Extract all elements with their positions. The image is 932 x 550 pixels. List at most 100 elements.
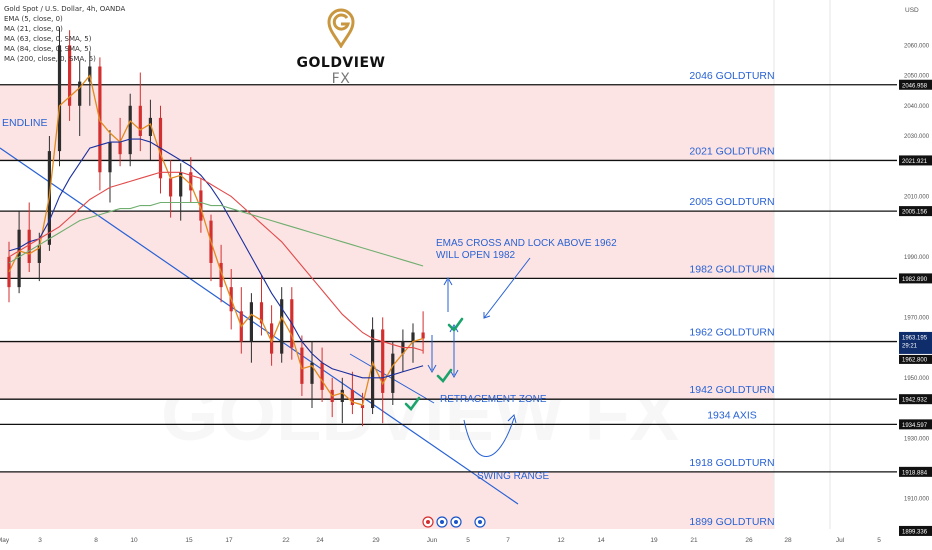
- level-price-tag-1: [899, 155, 932, 166]
- brand-name-suffix: FX: [331, 71, 351, 87]
- moving-average-3: [8, 201, 424, 267]
- goldturn-zone-1: [0, 211, 774, 279]
- event-dot: [440, 520, 444, 524]
- calendar-event-icon-0[interactable]: [422, 516, 434, 528]
- current-price-text: 1963.195: [902, 335, 928, 341]
- y-tick-6: 1970.000: [904, 315, 930, 321]
- level-label-5: 1942 GOLDTURN: [689, 384, 774, 396]
- event-dot: [478, 520, 482, 524]
- candle-2: [27, 202, 31, 273]
- candle-9: [98, 57, 102, 191]
- level-price-text-3: 1982.890: [902, 277, 928, 283]
- indicator-ma200[interactable]: MA (200, close, 0, SMA, 5): [4, 55, 96, 63]
- current-price-tag: [899, 331, 932, 354]
- candle-body: [179, 172, 183, 197]
- calendar-event-icon-1[interactable]: [436, 516, 448, 528]
- y-tick-8: 1930.000: [904, 436, 930, 442]
- x-tick-16: 26: [745, 537, 753, 544]
- countdown-text: 29:21: [902, 343, 918, 349]
- indicator-ema5[interactable]: EMA (5, close, 0): [4, 15, 63, 23]
- candle-35: [360, 392, 365, 427]
- level-label-0: 2046 GOLDTURN: [689, 70, 774, 82]
- candle-29: [300, 335, 304, 396]
- candle-30: [310, 341, 314, 409]
- level-label-6: 1934 AXIS: [707, 409, 757, 421]
- calendar-event-icon-2[interactable]: [450, 516, 462, 528]
- candle-body: [37, 244, 41, 263]
- y-tick-9: 1910.000: [904, 497, 930, 503]
- indicator-ma21[interactable]: MA (21, close, 0): [4, 25, 63, 33]
- x-tick-1: 3: [38, 537, 42, 544]
- level-price-tag-0: [899, 79, 932, 90]
- candle-body: [7, 256, 11, 288]
- candle-37: [381, 317, 385, 424]
- candle-body: [340, 389, 344, 402]
- candle-body: [259, 302, 264, 324]
- goldturn-zone-0: [0, 84, 774, 161]
- level-price-tag-5: [899, 394, 932, 405]
- x-tick-15: 21: [690, 537, 698, 544]
- candle-body: [169, 178, 173, 197]
- x-tick-9: Jun: [427, 537, 438, 544]
- level-label-4: 1962 GOLDTURN: [689, 327, 774, 339]
- level-price-text-7: 1918.884: [902, 470, 928, 476]
- check-1934: [404, 396, 421, 411]
- swing-range-curve: [463, 417, 515, 457]
- arrow-head: [427, 364, 437, 374]
- candle-body: [219, 262, 223, 288]
- endline-label: ENDLINE: [2, 117, 48, 129]
- level-price-tag-7: [899, 466, 932, 477]
- indicator-ma63[interactable]: MA (63, close, 0, SMA, 5): [4, 35, 92, 43]
- secondary-price-tag: [899, 354, 932, 364]
- brand-name-main: GOLDVIEW: [296, 55, 386, 71]
- candle-18: [189, 157, 193, 203]
- candle-body: [411, 332, 415, 342]
- time-axis-bg: [0, 529, 899, 550]
- candle-body: [88, 66, 92, 82]
- candle-body: [280, 299, 284, 354]
- level-price-text-5: 1942.932: [902, 398, 928, 404]
- candle-25: [259, 275, 264, 336]
- x-tick-18: Jul: [836, 537, 845, 544]
- check-1962: [447, 317, 464, 332]
- level-label-2: 2005 GOLDTURN: [689, 196, 774, 208]
- axis-currency-label: USD: [905, 7, 919, 14]
- moving-average-0: [8, 74, 424, 406]
- candle-body: [118, 142, 122, 155]
- candle-1: [17, 211, 21, 294]
- symbol-title[interactable]: Gold Spot / U.S. Dollar, 4h, OANDA: [4, 5, 126, 13]
- candle-body: [270, 323, 274, 354]
- candle-19: [199, 178, 203, 233]
- level-label-8: 1899 GOLDTURN: [689, 516, 774, 528]
- upside-arrow: [443, 276, 453, 312]
- level-price-text-6: 1934.597: [902, 423, 928, 429]
- endline-trendline: [0, 147, 519, 505]
- retrace-arrow-down: [427, 335, 437, 374]
- candle-body: [138, 105, 142, 137]
- candle-16: [169, 160, 173, 218]
- level-price-tag-2: [899, 206, 932, 217]
- ema5-pointer-arrow: [483, 257, 531, 319]
- goldview-pin-logo-icon: [327, 8, 355, 49]
- y-tick-7: 1950.000: [904, 376, 930, 382]
- candle-5: [57, 27, 62, 167]
- time-axis: May 3 8 10 15 17 22 24 29 Jun 5 7 12 14 19 21 26 28 Jul 5: [0, 529, 899, 550]
- range-arrow-up: [449, 323, 459, 375]
- candle-body: [199, 190, 203, 221]
- candle-body: [189, 172, 193, 191]
- moving-average-2: [8, 171, 424, 352]
- level-label-1: 2021 GOLDTURN: [689, 145, 774, 157]
- level-label-3: 1982 GOLDTURN: [689, 263, 774, 275]
- x-tick-11: 7: [506, 537, 510, 544]
- level-price-text-1: 2021.921: [902, 159, 928, 165]
- ema5-note-line2: WILL OPEN 1982: [436, 250, 516, 261]
- calendar-event-icon-3[interactable]: [474, 516, 486, 528]
- candle-body: [310, 362, 314, 384]
- event-dot: [454, 520, 458, 524]
- candle-27: [280, 287, 284, 363]
- indicator-ma84[interactable]: MA (84, close, 0, SMA, 5): [4, 45, 92, 53]
- arrow-head: [449, 323, 459, 333]
- candle-34: [350, 371, 354, 415]
